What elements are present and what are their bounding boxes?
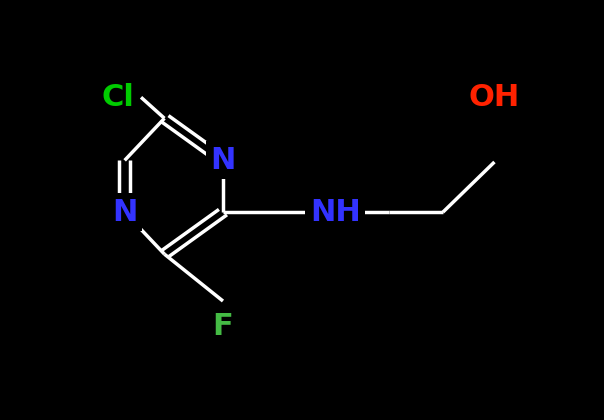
- Text: OH: OH: [469, 83, 520, 112]
- Text: F: F: [213, 312, 233, 341]
- Text: Cl: Cl: [101, 83, 134, 112]
- Text: N: N: [210, 146, 236, 175]
- Text: NH: NH: [310, 197, 361, 227]
- Text: N: N: [112, 197, 137, 227]
